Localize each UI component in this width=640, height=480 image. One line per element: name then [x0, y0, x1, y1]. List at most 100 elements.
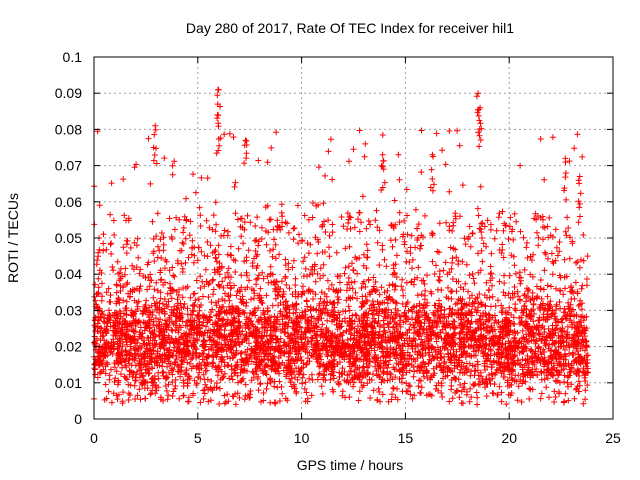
data-point — [409, 395, 416, 402]
data-point — [364, 380, 371, 387]
data-point — [135, 254, 142, 261]
data-point — [575, 332, 581, 339]
data-point — [434, 355, 441, 362]
data-point — [489, 275, 496, 281]
data-point — [476, 291, 483, 297]
data-point — [344, 377, 351, 384]
data-point — [113, 281, 120, 288]
data-point — [161, 310, 168, 317]
data-point — [275, 347, 282, 354]
data-point — [201, 330, 208, 337]
data-point — [411, 303, 418, 310]
data-point — [548, 283, 554, 290]
data-point — [490, 342, 497, 349]
data-point — [359, 193, 366, 200]
data-point — [432, 348, 439, 355]
data-point — [459, 182, 466, 189]
data-point — [516, 349, 523, 356]
data-point — [429, 230, 436, 237]
data-point — [182, 259, 189, 266]
data-point — [557, 361, 564, 368]
data-point — [405, 307, 412, 314]
data-point — [111, 232, 118, 238]
data-point — [465, 233, 472, 240]
data-point — [100, 240, 107, 247]
data-point — [432, 386, 439, 392]
data-point — [561, 312, 568, 319]
data-point — [507, 214, 514, 221]
data-point — [418, 169, 425, 176]
data-point — [336, 320, 343, 327]
data-point — [232, 210, 239, 217]
data-point — [562, 285, 568, 292]
data-point — [257, 297, 264, 304]
data-point — [95, 291, 102, 297]
data-point — [171, 273, 178, 280]
data-point — [258, 294, 265, 301]
data-point — [178, 260, 185, 267]
data-point — [115, 377, 122, 384]
data-point — [144, 361, 151, 368]
data-point — [108, 180, 115, 187]
data-point — [238, 284, 245, 291]
data-point — [430, 365, 437, 372]
data-point — [253, 253, 260, 260]
data-point — [574, 323, 581, 329]
data-point — [377, 357, 384, 364]
data-point — [505, 338, 512, 345]
data-point — [444, 271, 451, 278]
data-point — [449, 321, 456, 328]
data-point — [372, 339, 379, 346]
data-point — [552, 327, 559, 333]
data-point — [412, 358, 419, 365]
data-point — [129, 288, 136, 295]
data-point — [316, 363, 323, 370]
data-point — [524, 239, 530, 246]
data-point — [506, 223, 513, 230]
data-point — [127, 392, 133, 398]
data-point — [210, 291, 216, 298]
data-point — [408, 278, 415, 285]
data-point — [180, 224, 187, 231]
data-point — [243, 302, 249, 309]
data-point — [98, 325, 105, 332]
data-point — [358, 219, 364, 226]
data-point — [320, 299, 327, 306]
data-point — [379, 242, 386, 249]
data-point — [147, 334, 154, 341]
data-point — [276, 251, 283, 258]
data-point — [439, 394, 446, 400]
data-point — [274, 368, 281, 375]
data-point — [173, 305, 180, 312]
data-point — [103, 246, 110, 253]
data-point — [168, 295, 175, 302]
data-point — [274, 316, 281, 323]
data-point — [212, 342, 219, 349]
data-point — [403, 369, 410, 376]
data-point — [123, 326, 130, 333]
data-point — [145, 370, 152, 377]
data-point — [285, 266, 292, 273]
data-point — [255, 242, 262, 249]
data-point — [420, 358, 427, 365]
data-point — [402, 303, 409, 310]
data-point — [376, 340, 383, 347]
data-point — [294, 313, 301, 320]
data-point — [441, 360, 448, 367]
data-point — [311, 324, 318, 331]
data-point — [355, 316, 362, 322]
data-point — [421, 373, 427, 380]
data-point — [279, 359, 286, 366]
data-point — [566, 305, 573, 312]
data-point — [172, 359, 179, 365]
data-point — [549, 134, 556, 141]
data-point — [485, 311, 492, 318]
data-point — [498, 302, 505, 309]
data-point — [580, 257, 587, 264]
data-point — [474, 205, 481, 212]
data-point — [107, 241, 114, 248]
data-point — [95, 284, 102, 291]
data-point — [237, 331, 244, 338]
data-point — [505, 290, 512, 297]
data-point — [209, 226, 216, 233]
